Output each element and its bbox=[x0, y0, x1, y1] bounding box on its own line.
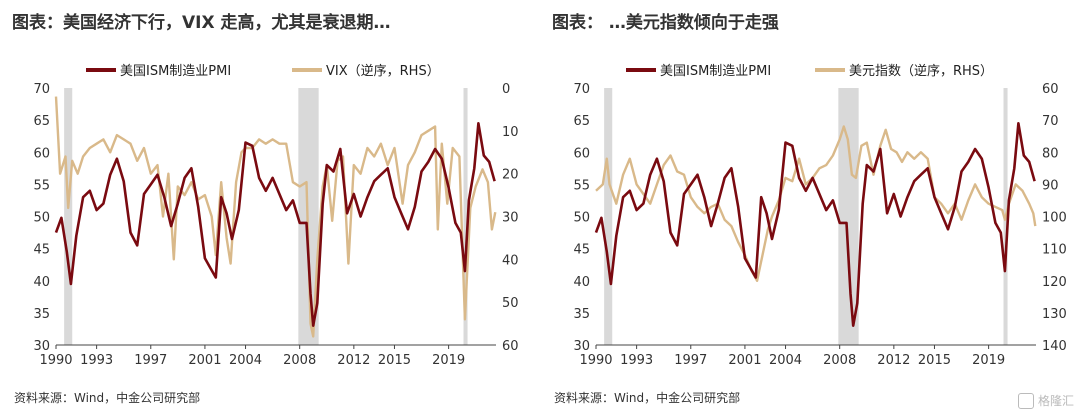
y-tick-label-right: 20 bbox=[502, 168, 519, 183]
y-tick-label-right: 60 bbox=[502, 339, 519, 354]
y-tick-label-right: 60 bbox=[1042, 82, 1059, 97]
y-tick-label-right: 50 bbox=[502, 296, 519, 311]
recession-band bbox=[838, 88, 859, 345]
x-tick-label: 2019 bbox=[432, 353, 465, 368]
y-tick-label-left: 30 bbox=[573, 339, 590, 354]
y-tick-label-right: 130 bbox=[1042, 307, 1067, 322]
x-tick-label: 2015 bbox=[918, 353, 951, 368]
y-tick-label-left: 50 bbox=[33, 211, 50, 226]
chart-vix-pmi: 30 35 40 45 50 55 60 65 70 0 10 20 30 40 50 60 1990 1993 1… bbox=[33, 63, 519, 368]
y-tick-label-right: 30 bbox=[502, 211, 519, 226]
x-tick-label: 2008 bbox=[283, 353, 316, 368]
x-tick-label: 2004 bbox=[229, 353, 262, 368]
legend-label-pmi: 美国ISM制造业PMI bbox=[120, 64, 231, 79]
chart-usd-pmi: 30 35 40 45 50 55 60 65 70 60 70 80 90 100 110 120 130 14… bbox=[573, 63, 1067, 368]
chart-title: 图表：美国经济下行，VIX 走高，尤其是衰退期… bbox=[12, 13, 391, 33]
y-tick-label-right: 40 bbox=[502, 253, 519, 268]
y-tick-label-right: 140 bbox=[1042, 339, 1067, 354]
y-tick-label-left: 45 bbox=[573, 243, 590, 258]
legend-label-rhs: 美元指数（逆序，RHS） bbox=[849, 63, 993, 79]
x-tick-label: 1997 bbox=[674, 353, 707, 368]
chart-source: 资料来源：Wind，中金公司研究部 bbox=[554, 391, 741, 405]
y-tick-label-right: 0 bbox=[502, 82, 510, 97]
y-tick-label-left: 55 bbox=[33, 178, 50, 193]
x-tick-label: 2019 bbox=[972, 353, 1005, 368]
y-tick-label-right: 80 bbox=[1042, 146, 1059, 161]
recession-band bbox=[64, 88, 73, 345]
watermark: 格隆汇 bbox=[1017, 392, 1074, 409]
series-line-rhs bbox=[54, 96, 497, 338]
y-tick-label-right: 100 bbox=[1042, 211, 1067, 226]
y-tick-label-left: 70 bbox=[573, 82, 590, 97]
x-tick-label: 2004 bbox=[769, 353, 802, 368]
x-tick-label: 2012 bbox=[337, 353, 370, 368]
y-tick-label-left: 65 bbox=[33, 114, 50, 129]
chart-source: 资料来源：Wind，中金公司研究部 bbox=[14, 391, 201, 405]
y-tick-label-left: 30 bbox=[33, 339, 50, 354]
y-tick-label-right: 90 bbox=[1042, 178, 1059, 193]
x-tick-label: 2012 bbox=[877, 353, 910, 368]
chart-panel-usd: 图表： …美元指数倾向于走强 30 35 40 45 50 55 60 65 70 60 70 80 9… bbox=[540, 0, 1080, 415]
y-tick-label-left: 40 bbox=[573, 275, 590, 290]
y-tick-label-right: 70 bbox=[1042, 114, 1059, 129]
y-tick-label-right: 120 bbox=[1042, 275, 1067, 290]
y-tick-label-left: 55 bbox=[573, 178, 590, 193]
x-tick-label: 2008 bbox=[823, 353, 856, 368]
series-line-rhs bbox=[595, 125, 1037, 282]
series-line-pmi bbox=[54, 122, 496, 327]
watermark-logo-icon bbox=[1017, 392, 1034, 409]
y-tick-label-left: 70 bbox=[33, 82, 50, 97]
chart-title: 图表： …美元指数倾向于走强 bbox=[552, 13, 779, 33]
y-tick-label-left: 60 bbox=[33, 146, 50, 161]
y-tick-label-left: 60 bbox=[573, 146, 590, 161]
x-tick-label: 2001 bbox=[728, 353, 761, 368]
x-tick-label: 1993 bbox=[620, 353, 653, 368]
x-tick-label: 1990 bbox=[579, 353, 612, 368]
y-tick-label-left: 50 bbox=[573, 211, 590, 226]
y-tick-label-left: 40 bbox=[33, 275, 50, 290]
recession-band bbox=[604, 88, 613, 345]
x-tick-label: 2001 bbox=[188, 353, 221, 368]
series-line-pmi bbox=[594, 122, 1036, 327]
y-tick-label-left: 35 bbox=[33, 307, 50, 322]
y-tick-label-left: 65 bbox=[573, 114, 590, 129]
watermark-text: 格隆汇 bbox=[1037, 394, 1074, 408]
y-tick-label-right: 10 bbox=[502, 125, 519, 140]
legend-label-rhs: VIX（逆序，RHS） bbox=[326, 63, 440, 79]
y-tick-label-left: 45 bbox=[33, 243, 50, 258]
recession-band bbox=[463, 88, 468, 345]
x-tick-label: 1993 bbox=[80, 353, 113, 368]
x-tick-label: 1997 bbox=[134, 353, 167, 368]
legend-label-pmi: 美国ISM制造业PMI bbox=[660, 64, 771, 79]
x-tick-label: 1990 bbox=[39, 353, 72, 368]
chart-panel-vix: 图表：美国经济下行，VIX 走高，尤其是衰退期… 30 35 40 45 50 55 60 6… bbox=[12, 13, 519, 405]
x-tick-label: 2015 bbox=[378, 353, 411, 368]
y-tick-label-right: 110 bbox=[1042, 243, 1067, 258]
y-tick-label-left: 35 bbox=[573, 307, 590, 322]
